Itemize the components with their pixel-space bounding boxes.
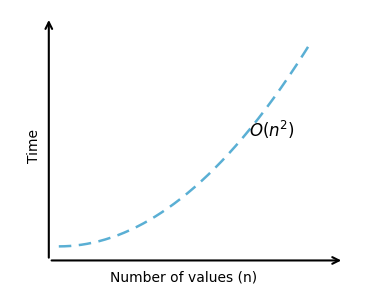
Text: Number of values (n): Number of values (n): [110, 271, 257, 285]
Text: $O(n^2)$: $O(n^2)$: [249, 119, 295, 141]
Text: Time: Time: [27, 129, 41, 163]
